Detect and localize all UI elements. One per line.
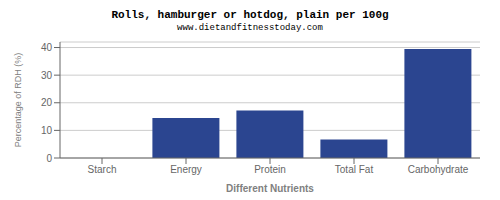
html-text:www.dietandfitnesstoday.com: www.dietandfitnesstoday.com: [177, 23, 323, 33]
svg-text:Different Nutrients: Different Nutrients: [226, 183, 314, 192]
html-text:Rolls, hamburger or hotdog, pl: Rolls, hamburger or hotdog, plain per 10…: [111, 9, 389, 21]
svg-text:40: 40: [41, 42, 53, 53]
svg-text:Energy: Energy: [170, 164, 202, 175]
svg-text:0: 0: [46, 153, 52, 164]
svg-text:10: 10: [41, 125, 53, 136]
svg-text:20: 20: [41, 97, 53, 108]
svg-text:Starch: Starch: [88, 164, 117, 175]
svg-text:Protein: Protein: [254, 164, 286, 175]
svg-text:Total Fat: Total Fat: [335, 164, 374, 175]
svg-text:30: 30: [41, 70, 53, 81]
svg-text:Carbohydrate: Carbohydrate: [408, 164, 469, 175]
svg-text:Percentage of RDH (%): Percentage of RDH (%): [13, 53, 23, 148]
